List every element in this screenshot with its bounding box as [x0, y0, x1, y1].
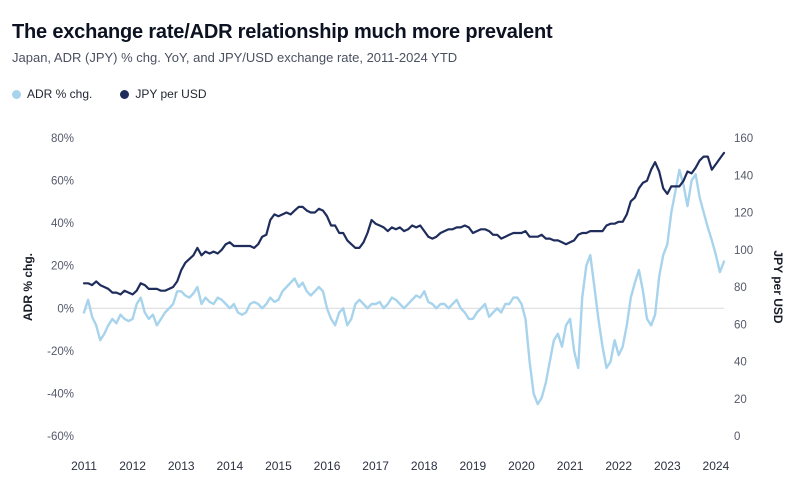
x-axis-tick: 2022 — [605, 459, 632, 473]
jpy-line — [82, 151, 726, 296]
chart-subtitle: Japan, ADR (JPY) % chg. YoY, and JPY/USD… — [12, 50, 458, 65]
right-axis-tick: 40 — [734, 357, 747, 369]
left-axis-tick: 20% — [51, 261, 74, 273]
x-axis-tick: 2015 — [265, 459, 292, 473]
right-axis-tick: 60 — [734, 319, 747, 331]
x-axis-tick: 2013 — [168, 459, 195, 473]
legend-item-jpy: JPY per USD — [120, 87, 207, 101]
adr-line — [82, 168, 726, 406]
right-axis-tick: 20 — [734, 394, 747, 406]
right-axis-tick: 120 — [734, 208, 753, 220]
x-axis-tick: 2014 — [216, 459, 243, 473]
chart-title: The exchange rate/ADR relationship much … — [12, 21, 553, 44]
legend: ADR % chg. JPY per USD — [12, 87, 207, 101]
adr-legend-label: ADR % chg. — [27, 87, 93, 101]
right-axis-tick: 160 — [734, 133, 753, 145]
x-axis-tick: 2019 — [460, 459, 487, 473]
left-axis-tick: 40% — [51, 218, 74, 230]
x-axis-tick: 2017 — [362, 459, 389, 473]
left-axis-tick: 0% — [57, 303, 74, 315]
right-axis-tick: 80 — [734, 282, 747, 294]
jpy-legend-swatch-icon — [120, 89, 130, 99]
x-axis-tick: 2023 — [654, 459, 681, 473]
right-axis-tick: 140 — [734, 170, 753, 182]
left-axis-tick: 60% — [51, 176, 74, 188]
left-axis-tick: -40% — [47, 388, 74, 400]
x-axis-tick: 2018 — [411, 459, 438, 473]
x-axis-tick: 2024 — [703, 459, 730, 473]
adr-legend-swatch-icon — [12, 89, 21, 99]
left-axis-tick: 80% — [51, 133, 74, 145]
x-axis-tick: 2021 — [557, 459, 584, 473]
x-axis-tick: 2020 — [508, 459, 535, 473]
chart-canvas: 80% 60% 40% 20% 0% -20% -40% -60% 160 140 120 100 80… — [47, 133, 753, 473]
x-axis-tick: 2011 — [71, 459, 97, 473]
left-axis-tick: -20% — [47, 346, 74, 358]
x-axis-tick: 2016 — [314, 459, 341, 473]
left-axis-tick: -60% — [47, 431, 74, 443]
right-axis-tick: 100 — [734, 245, 753, 257]
x-axis-tick: 2012 — [119, 459, 146, 473]
jpy-legend-label: JPY per USD — [135, 87, 207, 101]
right-axis-tick: 0 — [734, 431, 740, 443]
legend-item-adr: ADR % chg. — [12, 87, 92, 101]
